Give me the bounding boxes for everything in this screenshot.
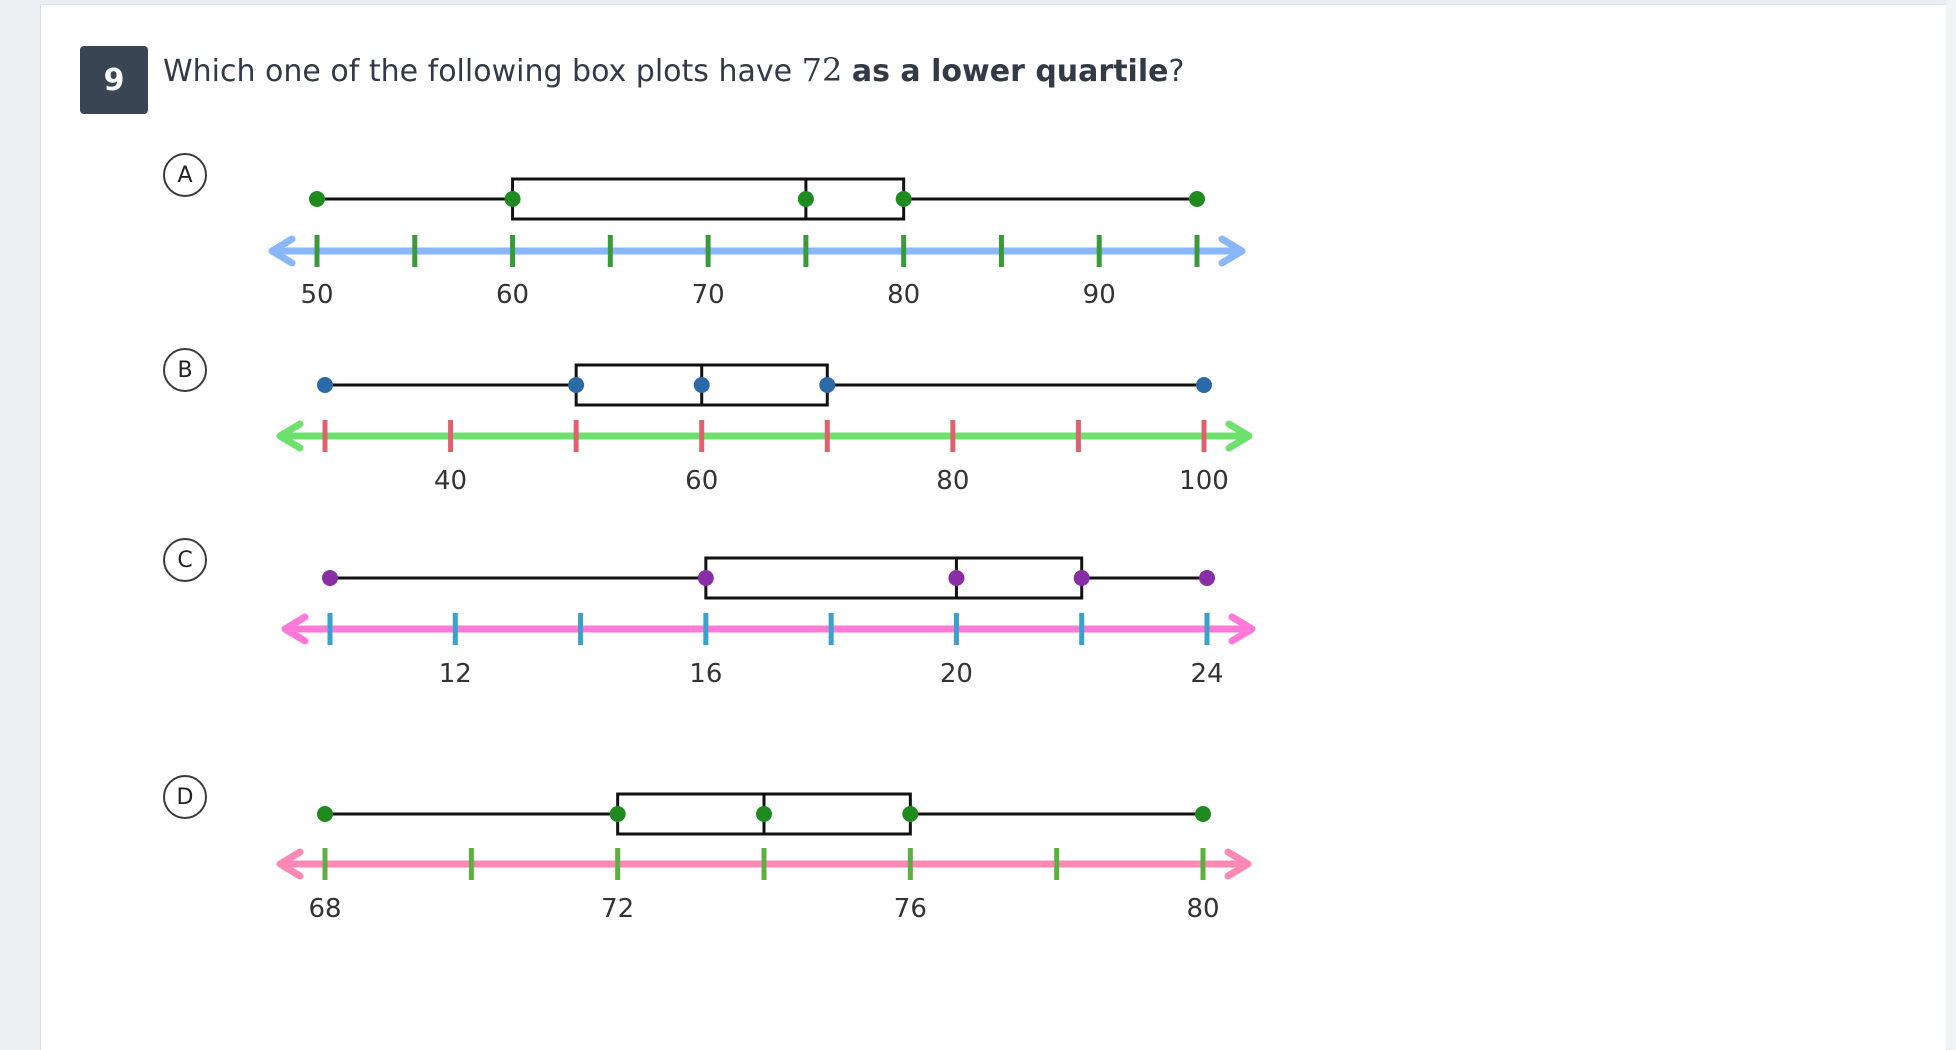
page-edge — [1946, 0, 1956, 1049]
median-point — [756, 806, 772, 822]
tick-label: 80 — [887, 280, 920, 310]
tick-label: 60 — [496, 280, 529, 310]
lower-quartile-point — [504, 191, 521, 207]
tick-label: 12 — [439, 659, 472, 689]
upper-quartile-point — [902, 806, 919, 822]
tick-label: 24 — [1190, 659, 1223, 689]
option-a-button[interactable]: A — [163, 153, 207, 197]
maximum-point — [1195, 806, 1211, 822]
option-b-button[interactable]: B — [163, 348, 207, 392]
tick-label: 76 — [894, 894, 927, 924]
number-line-left-arrow — [276, 420, 304, 452]
minimum-point — [317, 806, 333, 822]
number-line-right-arrow — [1224, 848, 1252, 880]
option-c-letter: C — [177, 547, 193, 573]
lower-quartile-point — [609, 806, 626, 822]
number-line-left-arrow — [281, 613, 309, 645]
option-b-letter: B — [177, 357, 193, 383]
minimum-point — [322, 570, 338, 586]
tick-label: 70 — [692, 280, 725, 310]
maximum-point — [1199, 570, 1215, 586]
tick-label: 60 — [685, 466, 718, 496]
maximum-point — [1196, 377, 1212, 393]
tick-label: 80 — [1186, 894, 1219, 924]
minimum-point — [317, 377, 333, 393]
maximum-point — [1189, 191, 1205, 207]
tick-label: 16 — [689, 659, 722, 689]
option-d-button[interactable]: D — [163, 775, 207, 819]
tick-label: 50 — [300, 280, 333, 310]
tick-label: 68 — [308, 894, 341, 924]
tick-label: 100 — [1179, 466, 1229, 496]
upper-quartile-point — [1073, 570, 1090, 586]
question-value: 72 — [801, 51, 843, 89]
question-text-after: ? — [1168, 54, 1185, 89]
number-line-right-arrow — [1225, 420, 1253, 452]
question-text: Which one of the following box plots hav… — [163, 48, 1184, 94]
median-point — [948, 570, 965, 586]
upper-quartile-point — [895, 191, 912, 207]
question-text-before: Which one of the following box plots hav… — [163, 54, 802, 89]
option-a-letter: A — [177, 162, 193, 188]
tick-label: 20 — [940, 659, 973, 689]
tick-label: 72 — [601, 894, 634, 924]
question-card — [40, 4, 1947, 1050]
upper-quartile-point — [819, 377, 836, 393]
lower-quartile-point — [568, 377, 585, 393]
median-point — [797, 191, 814, 207]
tick-label: 90 — [1083, 280, 1116, 310]
option-c-button[interactable]: C — [163, 538, 207, 582]
number-line-left-arrow — [276, 848, 304, 880]
question-number: 9 — [103, 62, 125, 98]
number-line-right-arrow — [1228, 613, 1256, 645]
lower-quartile-point — [697, 570, 714, 586]
question-number-badge: 9 — [80, 46, 148, 114]
minimum-point — [309, 191, 325, 207]
question-text-bold: as a lower quartile — [851, 54, 1169, 89]
number-line-right-arrow — [1218, 235, 1246, 267]
tick-label: 40 — [434, 466, 467, 496]
option-d-letter: D — [176, 784, 194, 810]
median-point — [693, 377, 710, 393]
number-line-left-arrow — [268, 235, 296, 267]
tick-label: 80 — [936, 466, 969, 496]
